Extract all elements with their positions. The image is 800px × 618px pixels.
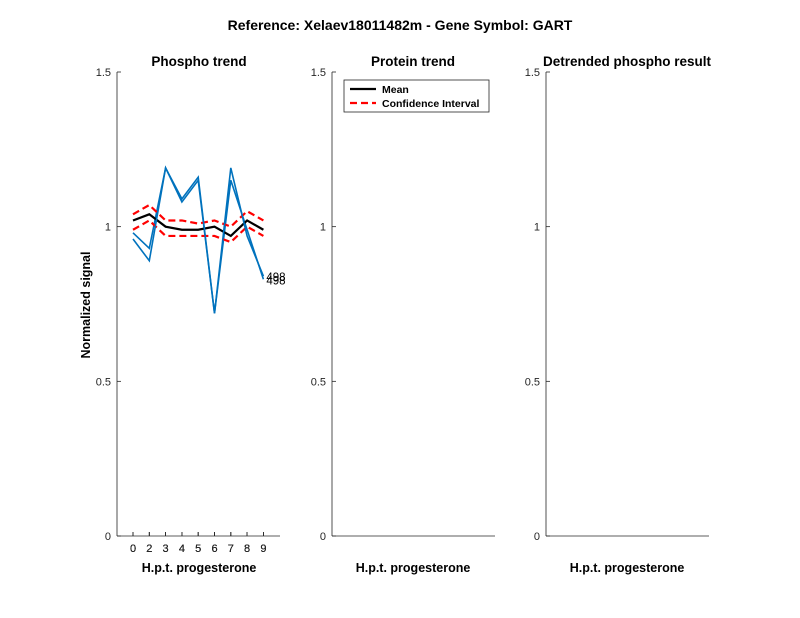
detrended-phospho-xlabel: H.p.t. progesterone	[570, 561, 685, 575]
protein-trend-x-tick-label: 5	[195, 543, 201, 555]
protein-trend-x-tick-label: 0	[130, 543, 136, 555]
detrended-phospho-annotation: 498	[266, 272, 285, 284]
detrended-phospho-x-tick-label: 8	[244, 543, 250, 555]
protein-trend-y-tick-label: 1	[320, 222, 326, 234]
legend-mean-label: Mean	[382, 84, 409, 96]
detrended-phospho-x-tick-label: 0	[130, 543, 136, 555]
legend: Mean Confidence Interval	[343, 79, 490, 113]
detrended-phospho-x-tick-label: 5	[195, 543, 201, 555]
protein-trend-y-tick-label: 1.5	[311, 67, 326, 79]
protein-trend-panel: Protein trend H.p.t. progesterone Mean C…	[130, 54, 495, 575]
phospho-trend-title: Phospho trend	[151, 54, 246, 69]
phospho-trend-x-tick-label: 0	[130, 543, 136, 555]
phospho-trend-y-tick-label: 1.5	[96, 67, 111, 79]
protein-trend-x-tick-label: 6	[211, 543, 217, 555]
detrended-phospho-y-tick-label: 0.5	[525, 376, 540, 388]
protein-trend-title: Protein trend	[371, 54, 455, 69]
detrended-phospho-y-tick-label: 1	[534, 222, 540, 234]
phospho-trend-x-tick-label: 8	[244, 543, 250, 555]
protein-trend-y-tick-label: 0	[320, 531, 326, 543]
phospho-trend-x-tick-label: 7	[228, 543, 234, 555]
phospho-trend-annotation: 498	[266, 275, 285, 287]
phospho-trend-x-tick-label: 4	[179, 543, 185, 555]
protein-trend-x-tick-label: 7	[228, 543, 234, 555]
detrended-phospho-y-tick-label: 1.5	[525, 67, 540, 79]
detrended-phospho-x-tick-label: 9	[260, 543, 266, 555]
protein-trend-x-tick-label: 8	[244, 543, 250, 555]
phospho-trend-x-tick-label: 6	[211, 543, 217, 555]
detrended-phospho-panel: Detrended phospho result H.p.t. progeste…	[130, 54, 712, 575]
detrended-phospho-series-0-line	[132, 165, 265, 314]
phospho-trend-x-tick-label: 2	[146, 543, 152, 555]
protein-trend-x-tick-label: 4	[179, 543, 185, 555]
detrended-phospho-x-tick-label: 3	[163, 543, 169, 555]
phospho-trend-x-tick-label: 9	[260, 543, 266, 555]
phospho-trend-panel: Phospho trend H.p.t. progesterone 0 0.5 1 1…	[96, 54, 286, 575]
protein-trend-series-0-line	[132, 213, 264, 238]
phospho-trend-x-tick-label: 5	[195, 543, 201, 555]
detrended-phospho-title: Detrended phospho result	[543, 54, 712, 69]
legend-box	[343, 79, 490, 113]
phospho-trend-x-tick-label: 3	[163, 543, 169, 555]
detrended-phospho-x-tick-label: 6	[211, 543, 217, 555]
y-axis-label: Normalized signal	[79, 252, 93, 359]
phospho-trend-y-tick-label: 0.5	[96, 376, 111, 388]
protein-trend-x-tick-label: 3	[163, 543, 169, 555]
phospho-trend-xlabel: H.p.t. progesterone	[142, 561, 257, 575]
protein-trend-y-tick-label: 0.5	[311, 376, 326, 388]
detrended-phospho-x-tick-label: 4	[179, 543, 185, 555]
phospho-trend-y-tick-label: 0	[105, 531, 111, 543]
detrended-phospho-x-tick-label: 7	[228, 543, 234, 555]
detrended-phospho-y-tick-label: 0	[534, 531, 540, 543]
phospho-trend-y-tick-label: 1	[105, 222, 111, 234]
legend-ci-label: Confidence Interval	[382, 98, 480, 110]
figure-suptitle: Reference: Xelaev18011482m - Gene Symbol…	[228, 17, 573, 33]
protein-trend-xlabel: H.p.t. progesterone	[356, 561, 471, 575]
detrended-phospho-x-tick-label: 2	[146, 543, 152, 555]
protein-trend-x-tick-label: 9	[260, 543, 266, 555]
protein-trend-x-tick-label: 2	[146, 543, 152, 555]
